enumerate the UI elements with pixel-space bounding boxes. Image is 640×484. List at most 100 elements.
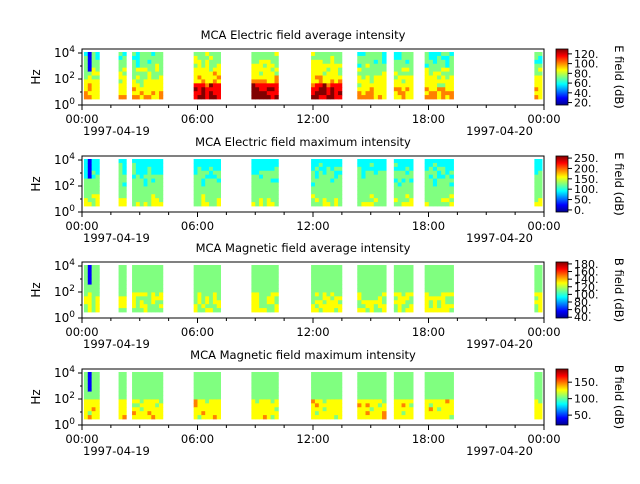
spectrogram-cell <box>132 379 137 385</box>
spectrogram-cell <box>139 395 144 400</box>
spectrogram-cell <box>143 178 148 183</box>
spectrogram-cell <box>441 198 446 203</box>
spectrogram-cell <box>201 372 206 377</box>
spectrogram-cell <box>122 415 127 420</box>
spectrogram-cell <box>441 178 446 183</box>
spectrogram-cell <box>274 415 279 420</box>
spectrogram-cell <box>322 95 327 100</box>
spectrogram-cell <box>270 190 275 195</box>
colorbar-tick-label: 60. <box>574 304 592 317</box>
spectrogram-cell <box>393 198 399 203</box>
spectrogram-cell <box>83 79 89 84</box>
spectrogram-cell <box>274 379 279 385</box>
spectrogram-cell <box>401 379 406 385</box>
spectrogram-cell <box>338 190 343 195</box>
spectrogram-cell <box>209 284 214 289</box>
spectrogram-cell <box>409 268 414 274</box>
spectrogram-cell <box>382 300 387 305</box>
spectrogram-cell <box>373 55 379 61</box>
spectrogram-cell <box>369 407 375 412</box>
spectrogram-cell <box>262 403 268 408</box>
spectrogram-cell <box>139 91 144 96</box>
spectrogram-cell <box>201 272 206 278</box>
spectrogram-cell <box>193 75 198 80</box>
x-date-label: 1997-04-19 <box>83 444 150 458</box>
spectrogram-cell <box>382 159 387 164</box>
spectrogram-cell <box>139 170 144 176</box>
spectrogram-cell <box>147 159 152 164</box>
spectrogram-cell <box>270 383 275 389</box>
spectrogram-cell <box>357 67 362 72</box>
spectrogram-cell <box>397 52 402 57</box>
spectrogram-cell <box>251 95 256 100</box>
spectrogram-cell <box>262 91 268 96</box>
spectrogram-cell <box>365 304 371 309</box>
spectrogram-cell <box>83 59 89 65</box>
spectrogram-cell <box>155 87 160 92</box>
spectrogram-cell <box>83 265 89 270</box>
spectrogram-cell <box>445 202 450 207</box>
spectrogram-cell <box>201 198 206 203</box>
spectrogram-cell <box>139 63 144 69</box>
spectrogram-cell <box>193 194 198 199</box>
spectrogram-cell <box>330 71 335 76</box>
data-block <box>534 52 543 100</box>
spectrogram-cell <box>259 170 264 176</box>
colorbar-tick-label: 40. <box>574 311 592 324</box>
spectrogram-cell <box>428 372 434 377</box>
spectrogram-cell <box>135 63 141 69</box>
spectrogram-cell <box>449 272 454 278</box>
spectrogram-cell <box>147 375 152 381</box>
spectrogram-cell <box>405 265 410 270</box>
spectrogram-cell <box>357 159 362 164</box>
spectrogram-cell <box>538 91 543 96</box>
spectrogram-cell <box>538 403 543 408</box>
spectrogram-cell <box>534 280 539 285</box>
spectrogram-cell <box>441 372 446 377</box>
spectrogram-cell <box>449 194 454 199</box>
spectrogram-cell <box>428 296 434 301</box>
spectrogram-cell <box>209 383 214 389</box>
spectrogram-cell <box>118 268 123 274</box>
spectrogram-cell <box>132 284 137 289</box>
spectrogram-cell <box>143 75 148 80</box>
spectrogram-cell <box>212 391 218 396</box>
spectrogram-cell <box>338 372 343 377</box>
spectrogram-cell <box>205 170 210 176</box>
spectrogram-cell <box>83 403 89 408</box>
spectrogram-cell <box>266 159 272 164</box>
spectrogram-cell <box>393 411 399 416</box>
spectrogram-cell <box>270 411 275 416</box>
spectrogram-cell <box>132 308 137 313</box>
spectrogram-cell <box>83 71 89 76</box>
spectrogram-cell <box>259 272 264 278</box>
spectrogram-cell <box>428 174 434 179</box>
spectrogram-cell <box>441 186 446 191</box>
spectrogram-cell <box>405 372 410 377</box>
spectrogram-cell <box>122 67 127 72</box>
spectrogram-cell <box>205 276 210 282</box>
spectrogram-cell <box>369 174 375 179</box>
spectrogram-cell <box>197 375 202 381</box>
spectrogram-cell <box>377 87 383 92</box>
spectrogram-cell <box>193 415 198 420</box>
spectrogram-cell <box>193 399 198 404</box>
spectrogram-cell <box>393 52 399 57</box>
spectrogram-cell <box>151 174 156 179</box>
spectrogram-cell <box>266 91 272 96</box>
spectrogram-cell <box>318 272 324 278</box>
spectrogram-cell <box>201 284 206 289</box>
spectrogram-cell <box>424 52 430 57</box>
spectrogram-cell <box>437 166 442 172</box>
spectrogram-cell <box>405 387 410 392</box>
spectrogram-cell <box>369 83 375 88</box>
spectrogram-cell <box>437 159 442 164</box>
spectrogram-cell <box>95 178 100 183</box>
spectrogram-cell <box>405 63 410 69</box>
spectrogram-cell <box>445 162 450 168</box>
spectrogram-cell <box>397 174 402 179</box>
spectrogram-cell <box>449 288 454 293</box>
spectrogram-cell <box>274 395 279 400</box>
spectrogram-cell <box>373 95 379 100</box>
spectrogram-cell <box>205 268 210 274</box>
